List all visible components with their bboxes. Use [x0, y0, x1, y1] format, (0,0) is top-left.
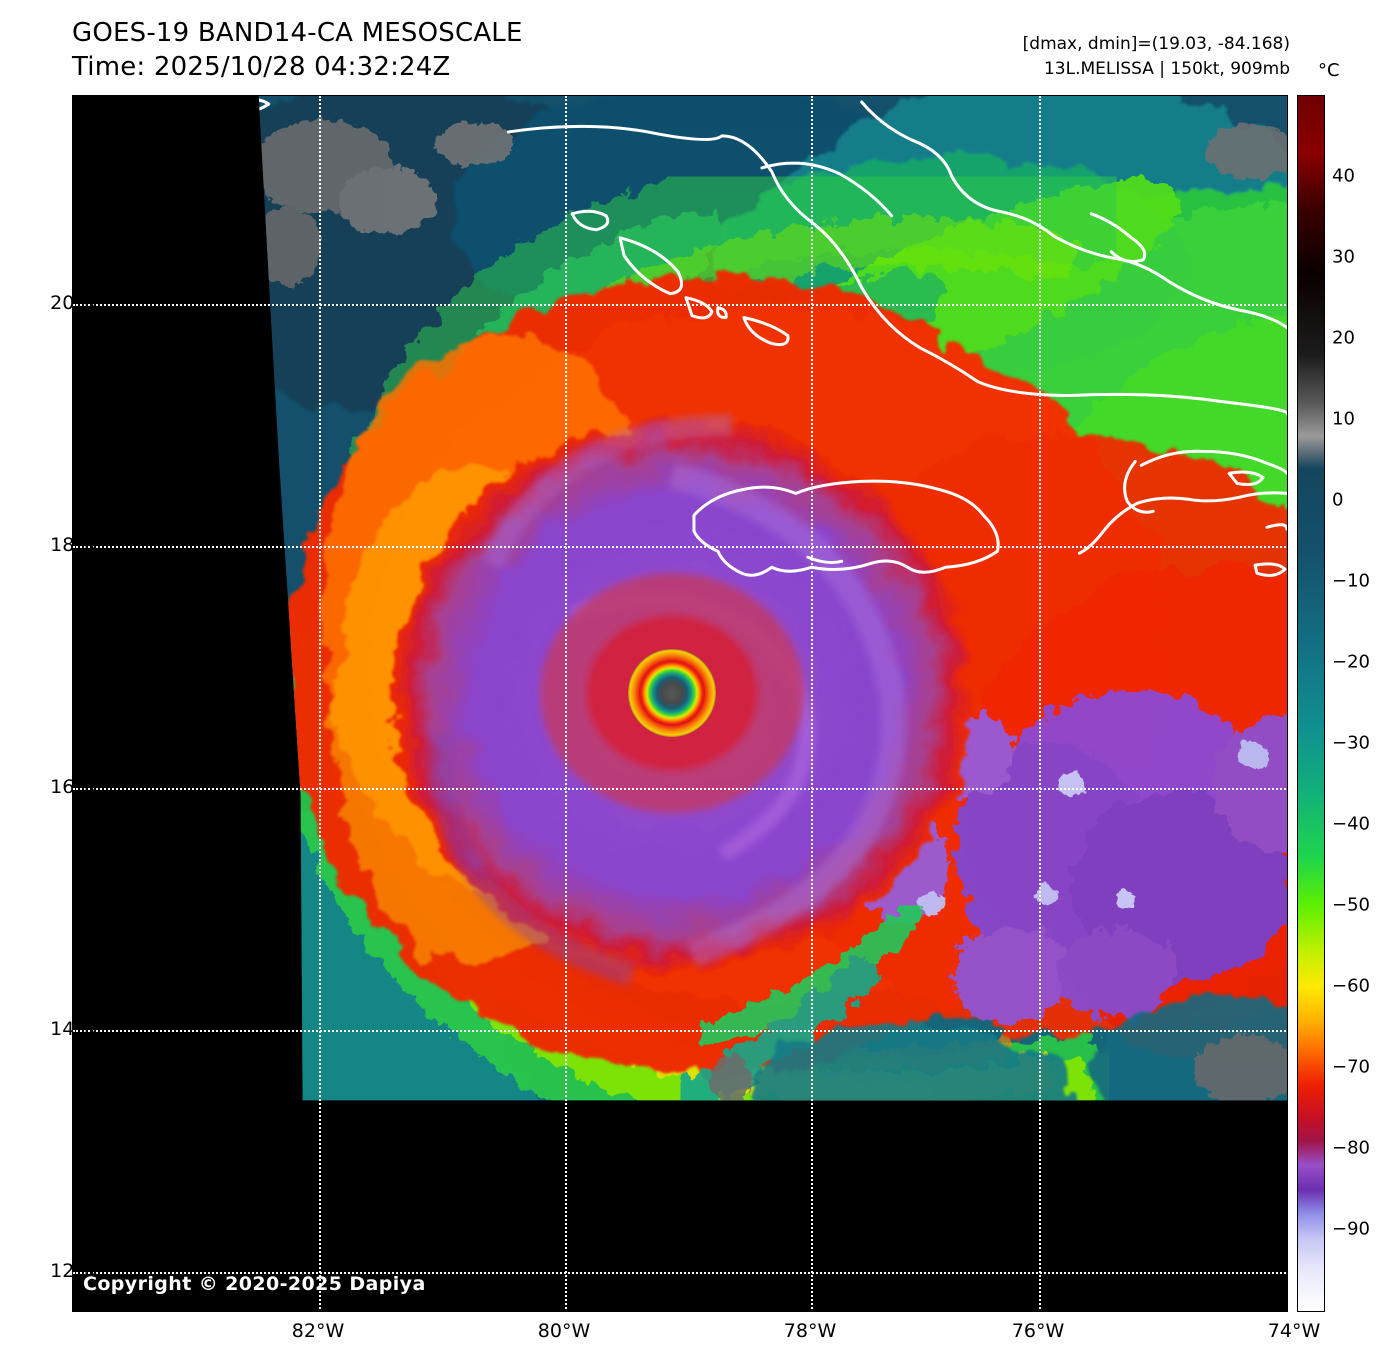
infrared-satellite-raster	[73, 96, 1287, 1311]
colorbar-tick-m20: −20	[1332, 651, 1370, 673]
xtick-80w: 80°W	[537, 1320, 591, 1342]
storm-eye	[628, 649, 716, 737]
ytick-14n: 14°N	[50, 1018, 98, 1040]
product-title: GOES-19 BAND14-CA MESOSCALE	[72, 18, 523, 48]
product-timestamp: Time: 2025/10/28 04:32:24Z	[72, 52, 451, 82]
colorbar[interactable]	[1297, 95, 1325, 1312]
colorbar-unit-label: °C	[1318, 60, 1340, 81]
ytick-16n: 16°N	[50, 776, 98, 798]
colorbar-tick-m30: −30	[1332, 732, 1370, 754]
colorbar-tick-20: 20	[1332, 327, 1355, 349]
page-title: GOES-19 BAND14-CA MESOSCALE Time: 2025/1…	[72, 16, 523, 84]
coastline-overlay	[258, 97, 1287, 577]
colorbar-tick-m60: −60	[1332, 975, 1370, 997]
ytick-18n: 18°N	[50, 534, 98, 556]
colorbar-tick-10: 10	[1332, 408, 1355, 430]
colorbar-tick-0: 0	[1332, 489, 1344, 511]
copyright-notice: Copyright © 2020-2025 Dapiya	[83, 1273, 426, 1295]
colorbar-tick-40: 40	[1332, 165, 1355, 187]
colorbar-tick-m80: −80	[1332, 1137, 1370, 1159]
colorbar-tick-m10: −10	[1332, 570, 1370, 592]
ytick-20n: 20°N	[50, 292, 98, 314]
storm-readout: 13L.MELISSA | 150kt, 909mb	[1043, 59, 1290, 79]
colorbar-gradient	[1298, 96, 1324, 1311]
colorbar-tick-m70: −70	[1332, 1056, 1370, 1078]
colorbar-tick-m40: −40	[1332, 813, 1370, 835]
dminmax-readout: [dmax, dmin]=(19.03, -84.168)	[1022, 34, 1290, 54]
satellite-image-panel[interactable]: Copyright © 2020-2025 Dapiya	[72, 95, 1288, 1312]
colorbar-tick-m50: −50	[1332, 894, 1370, 916]
colorbar-tick-30: 30	[1332, 246, 1355, 268]
xtick-74w: 74°W	[1267, 1320, 1321, 1342]
xtick-78w: 78°W	[783, 1320, 837, 1342]
xtick-82w: 82°W	[291, 1320, 345, 1342]
metadata-block: [dmax, dmin]=(19.03, -84.168) 13L.MELISS…	[1023, 32, 1290, 82]
xtick-76w: 76°W	[1011, 1320, 1065, 1342]
colorbar-tick-m90: −90	[1332, 1218, 1370, 1240]
ytick-12n: 12°N	[50, 1260, 98, 1282]
